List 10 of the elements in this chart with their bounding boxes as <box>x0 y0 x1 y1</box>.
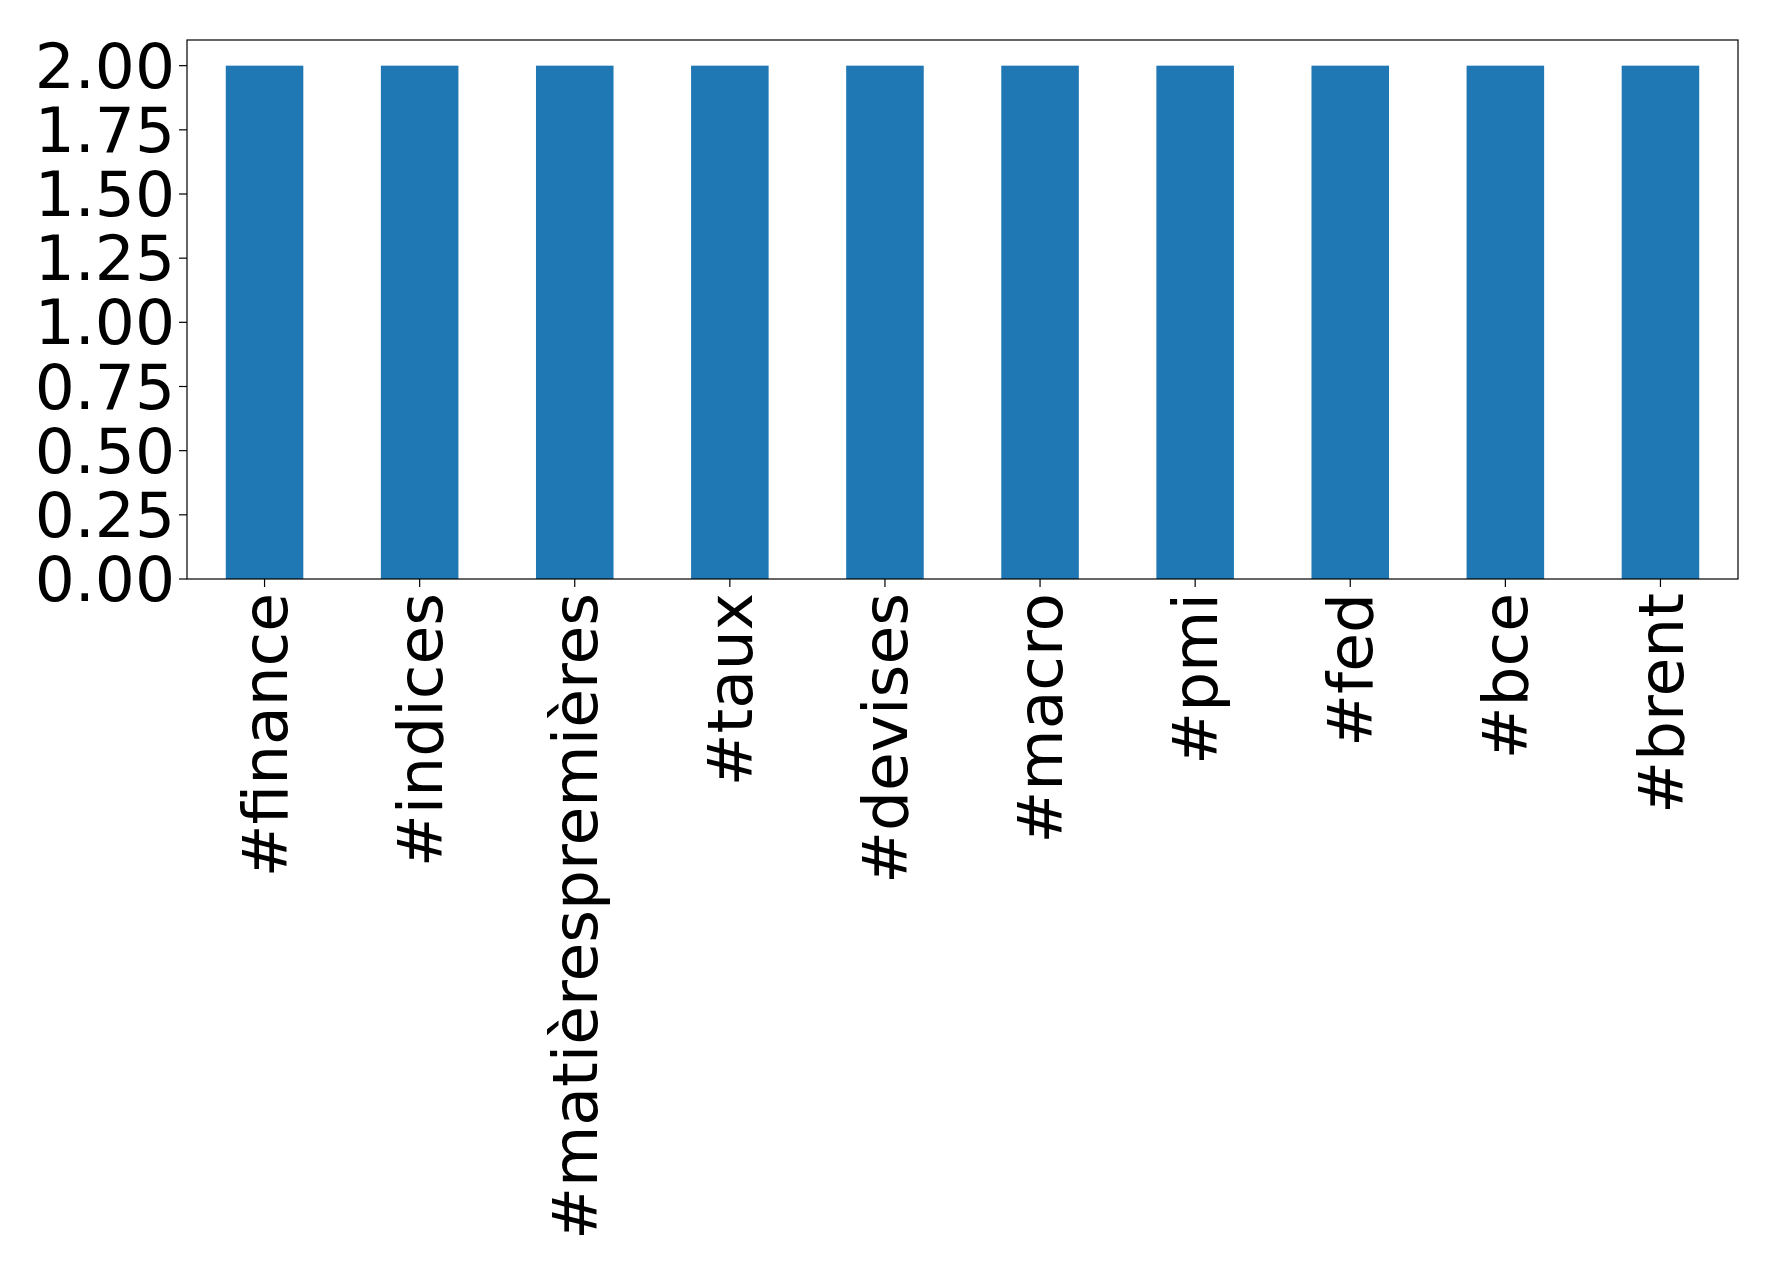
x-tick-label: #matièrespremières <box>538 593 612 1240</box>
x-tick-label: #taux <box>693 593 767 787</box>
x-tick-label: #macro <box>1004 593 1078 844</box>
x-tick-label: #indices <box>383 593 457 867</box>
x-tick-label: #pmi <box>1159 593 1233 765</box>
x-tick-label: #bce <box>1469 593 1543 760</box>
x-tick-label: #finance <box>228 593 302 878</box>
x-tick-label: #devises <box>849 593 922 884</box>
x-tick-label: #fed <box>1314 593 1388 747</box>
x-tick-label: #brent <box>1624 593 1698 814</box>
